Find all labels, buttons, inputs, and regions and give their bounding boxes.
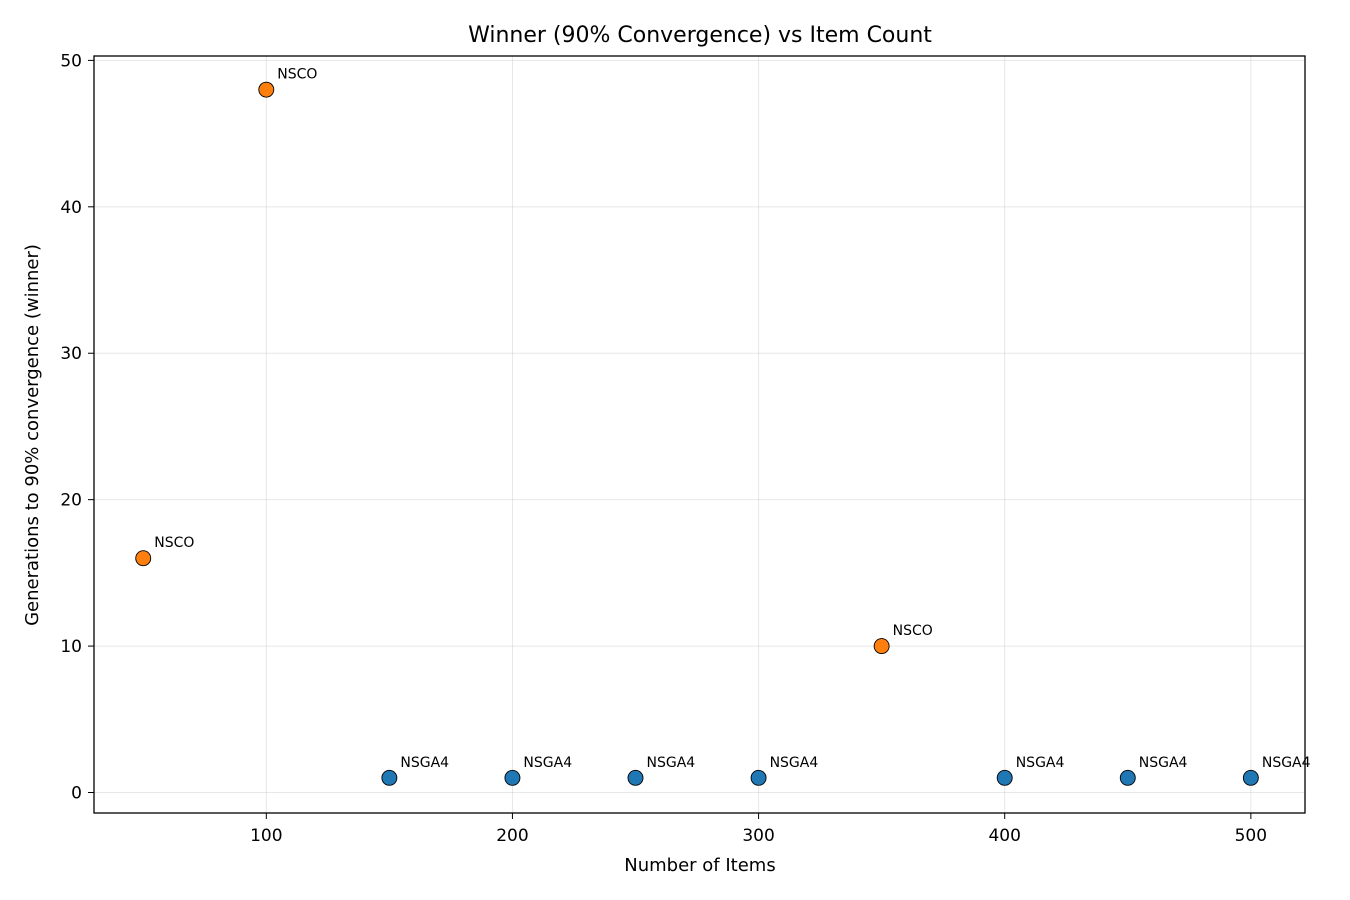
x-axis-label: Number of Items [624,855,775,876]
x-tick-label: 300 [742,826,774,846]
data-point [381,769,398,786]
y-tick-label: 0 [71,784,82,804]
chart-title: Winner (90% Convergence) vs Item Count [468,23,932,48]
data-label: NSCO [277,67,317,83]
data-point [627,769,644,786]
grid [94,56,1305,813]
y-tick-label: 20 [60,491,82,511]
data-label: NSGA4 [523,755,572,771]
data-label: NSGA4 [1262,755,1311,771]
data-point [135,550,152,567]
plot-frame [93,55,1306,814]
y-tick-label: 40 [60,198,82,218]
axis-ticks: 100 200 300 400 500 0 10 20 30 40 50 [60,51,1267,846]
data-point [258,81,275,98]
data-point [750,769,767,786]
x-tick-label: 100 [250,826,282,846]
data-point [1242,769,1259,786]
data-point [996,769,1013,786]
data-points: NSCO NSCO NSGA4 NSGA4 NSGA4 NSGA4 NSCO NSGA4 NSG… [135,67,1311,786]
data-label: NSCO [893,623,933,639]
y-axis-label: Generations to 90% convergence (winner) [22,244,43,626]
data-label: NSGA4 [647,755,696,771]
data-point [504,769,521,786]
y-tick-label: 50 [60,51,82,71]
y-tick-label: 30 [60,344,82,364]
x-tick-label: 400 [988,826,1020,846]
data-label: NSGA4 [400,755,449,771]
data-point [1119,769,1136,786]
data-point [873,638,890,655]
x-tick-label: 500 [1235,826,1267,846]
data-label: NSGA4 [1139,755,1188,771]
y-tick-label: 10 [60,637,82,657]
x-tick-label: 200 [496,826,528,846]
data-label: NSGA4 [770,755,819,771]
data-label: NSGA4 [1016,755,1065,771]
data-label: NSCO [154,535,194,551]
